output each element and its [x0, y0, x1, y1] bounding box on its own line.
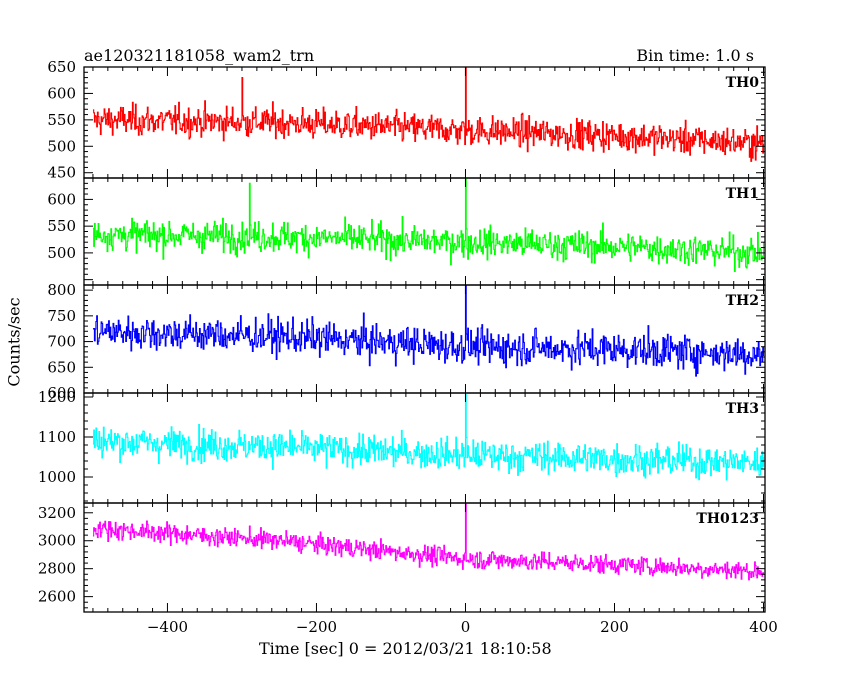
y-tick-label: 550: [47, 217, 76, 235]
x-tick-label: 0: [461, 618, 471, 636]
y-tick-label: 450: [47, 164, 76, 182]
y-tick-label: 800: [47, 281, 76, 299]
y-axis-label: Counts/sec: [4, 297, 24, 387]
panel-label-th3: TH3: [726, 401, 759, 417]
y-tick-label: 1100: [38, 428, 76, 446]
y-tick-label: 1000: [38, 468, 76, 486]
series-th1: [92, 178, 765, 272]
panel-label-th2: TH2: [726, 293, 759, 309]
y-tick-label: 600: [47, 84, 76, 102]
series-th0: [92, 67, 765, 162]
panel-th2: 600 650 700 750 800 TH2: [47, 281, 766, 402]
series-th2: [92, 285, 765, 377]
series-th0123: [92, 503, 765, 581]
x-tick-label: −400: [147, 618, 188, 636]
y-tick-label: 550: [47, 111, 76, 129]
y-tick-label: 750: [47, 307, 76, 325]
x-axis-label: Time [sec] 0 = 2012/03/21 18:10:58: [259, 639, 552, 658]
x-tick-label: 400: [749, 618, 778, 636]
panel-label-th0123: TH0123: [696, 511, 759, 527]
bin-time-label: Bin time: 1.0 s: [636, 46, 754, 65]
y-tick-label: 2600: [38, 588, 76, 606]
panel-th0123: 2600 2800 3000 3200 TH0123: [38, 502, 766, 613]
panel-frame: [83, 502, 766, 613]
x-tick-label: 200: [600, 618, 629, 636]
y-tick-label: 600: [47, 190, 76, 208]
plot-title: ae120321181058_wam2_trn: [84, 46, 315, 65]
y-tick-label: 700: [47, 333, 76, 351]
panel-frame: [83, 392, 766, 504]
panel-label-th1: TH1: [726, 186, 759, 202]
y-tick-label: 650: [47, 358, 76, 376]
y-tick-label: 500: [47, 244, 76, 262]
panel-label-th0: TH0: [726, 75, 760, 91]
y-tick-label: 3200: [38, 504, 76, 522]
y-tick-label: 500: [47, 137, 76, 155]
y-tick-label: 3000: [38, 532, 76, 550]
panel-th1: 500 550 600 TH1: [47, 177, 766, 286]
y-tick-label: 600: [47, 384, 76, 402]
panel-th0: 450 500 550 600 650 TH0: [47, 58, 766, 182]
series-th3: [92, 393, 765, 481]
panel-th3: 1000 1100 1200 TH3: [38, 388, 766, 504]
y-tick-label: 2800: [38, 560, 76, 578]
y-tick-label: 1200: [38, 388, 76, 406]
x-tick-label: −200: [296, 618, 337, 636]
y-tick-label: 650: [47, 58, 76, 76]
